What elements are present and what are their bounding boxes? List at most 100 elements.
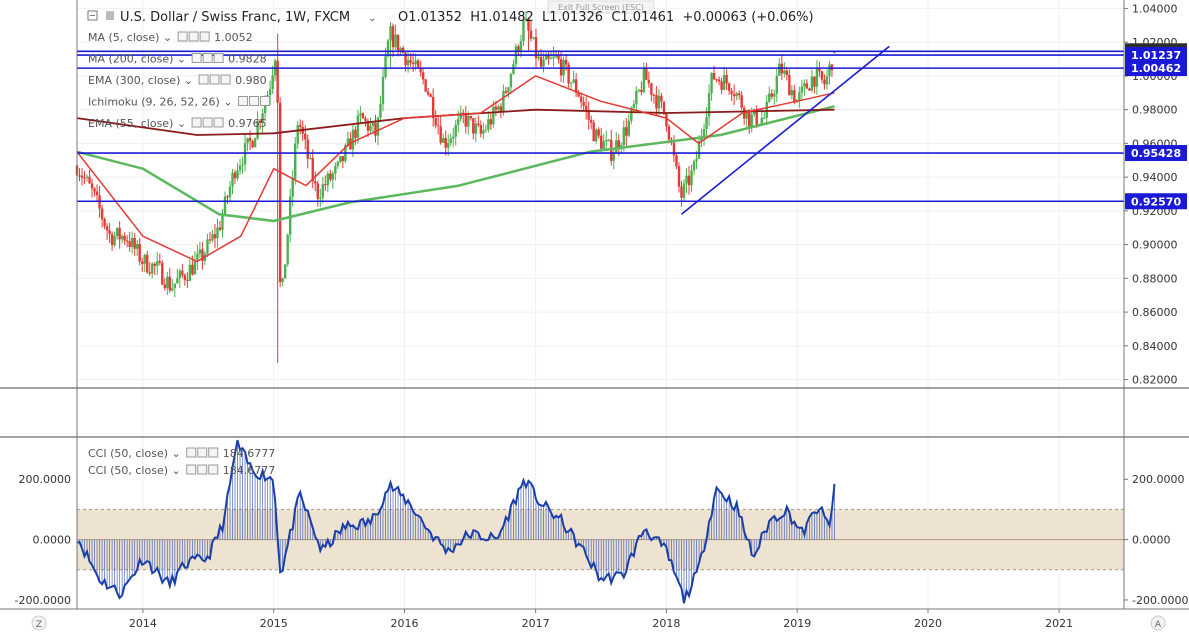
- candle-body: [426, 91, 430, 95]
- eye-icon[interactable]: [186, 464, 197, 475]
- collapse-icon[interactable]: [87, 10, 98, 21]
- auto-scale-label[interactable]: A: [1155, 620, 1162, 630]
- candle-body: [637, 89, 641, 91]
- candle-body: [552, 56, 555, 59]
- indicator-label[interactable]: Ichimoku (9, 26, 52, 26) ⌄: [88, 96, 233, 109]
- candle-body: [156, 261, 159, 266]
- close-icon[interactable]: [199, 31, 210, 42]
- cci-legend-label[interactable]: CCI (50, close) ⌄: [88, 464, 181, 477]
- candle-body: [770, 93, 773, 97]
- settings-icon[interactable]: [202, 117, 213, 128]
- exit-fullscreen-button[interactable]: [547, 0, 655, 14]
- candle-body: [444, 138, 447, 148]
- candle-body: [233, 172, 237, 179]
- candle-body: [389, 26, 392, 41]
- settings-icon[interactable]: [249, 96, 260, 106]
- candle-body: [113, 235, 116, 246]
- candle-body: [497, 106, 500, 110]
- candle-body: [482, 130, 485, 134]
- candle-body: [732, 94, 736, 97]
- candle-body: [161, 262, 164, 285]
- candle-body: [324, 184, 327, 186]
- settings-icon[interactable]: [197, 447, 208, 458]
- candle-body: [650, 83, 653, 95]
- symbol-chevron-down-icon[interactable]: ⌄: [368, 13, 376, 24]
- indicator-label[interactable]: MA (200, close) ⌄: [88, 53, 186, 66]
- price-tick-label: 0.94000: [1132, 171, 1178, 184]
- exit-fullscreen-label[interactable]: Exit Full Screen (ESC): [558, 3, 644, 12]
- cci-legend[interactable]: CCI (50, close) ⌄ 184.6777 CCI (50, close)…: [88, 447, 275, 477]
- horizontal-levels[interactable]: [77, 50, 1124, 203]
- trendline-group[interactable]: [680, 45, 890, 215]
- candle-body: [85, 176, 89, 178]
- candle-body: [366, 120, 370, 131]
- candle-body: [401, 47, 405, 53]
- eye-icon[interactable]: [177, 31, 188, 42]
- candle-body: [660, 95, 663, 102]
- time-axis[interactable]: 2014 2015 2016 2017 2018 2019 2020 2021: [129, 609, 1073, 630]
- auto-scale-button[interactable]: [1150, 615, 1166, 631]
- eye-icon[interactable]: [186, 447, 197, 458]
- candle-body: [622, 127, 625, 145]
- candle-body: [171, 288, 174, 291]
- candle-body: [198, 249, 202, 254]
- close-icon[interactable]: [213, 117, 224, 128]
- candle-body: [798, 92, 801, 100]
- candle-body: [615, 140, 618, 153]
- candle-body: [810, 76, 814, 91]
- candle-body: [339, 156, 342, 162]
- candle-body: [715, 79, 718, 81]
- close-icon[interactable]: [260, 96, 271, 106]
- candle-body: [587, 109, 590, 120]
- candle-body: [449, 138, 452, 144]
- candle-body: [805, 83, 809, 89]
- close-icon[interactable]: [208, 447, 219, 458]
- candle-body: [537, 56, 540, 59]
- eye-icon[interactable]: [198, 74, 209, 85]
- eye-icon[interactable]: [191, 117, 202, 128]
- candle-body: [178, 270, 182, 279]
- candle-body: [730, 90, 733, 95]
- indicator-label[interactable]: MA (5, close) ⌄: [88, 31, 172, 44]
- cci-legend-value: 184.6777: [223, 464, 276, 477]
- indicator-label[interactable]: EMA (55, close) ⌄: [88, 117, 186, 130]
- candle-body: [783, 70, 786, 74]
- cci-legend-label[interactable]: CCI (50, close) ⌄: [88, 447, 181, 460]
- candle-body: [825, 76, 829, 85]
- candle-body: [283, 264, 287, 279]
- candle-body: [617, 140, 620, 149]
- candle-body: [163, 284, 166, 289]
- candle-body: [148, 272, 151, 274]
- price-axis[interactable]: 1.040001.020001.000000.980000.960000.940…: [1124, 2, 1178, 387]
- settings-icon[interactable]: [188, 31, 199, 42]
- zoom-button[interactable]: [31, 615, 47, 631]
- candle-body: [90, 183, 94, 189]
- zoom-button-label[interactable]: Z: [36, 620, 42, 630]
- close-icon[interactable]: [213, 53, 224, 63]
- symbol-title[interactable]: U.S. Dollar / Swiss Franc, 1W, FXCM: [120, 10, 350, 25]
- settings-icon[interactable]: [209, 74, 220, 85]
- time-tick-label: 2020: [914, 617, 942, 630]
- eye-icon[interactable]: [238, 96, 249, 106]
- candle-body: [592, 122, 595, 142]
- close-icon[interactable]: [220, 74, 231, 85]
- settings-icon[interactable]: [197, 464, 208, 475]
- candle-body: [341, 156, 345, 161]
- indicator-label[interactable]: EMA (300, close) ⌄: [88, 74, 193, 87]
- candle-body: [625, 127, 628, 136]
- eye-icon[interactable]: [191, 53, 202, 63]
- candle-body: [484, 129, 488, 131]
- candle-body: [256, 120, 259, 139]
- candle-body: [737, 93, 741, 96]
- candle-body: [492, 106, 495, 125]
- indicator-legend[interactable]: MA (5, close) ⌄ 1.0052 MA (200, close) ⌄ 0.…: [88, 31, 271, 130]
- candle-body: [191, 264, 194, 275]
- candle-body: [680, 186, 683, 198]
- cci-axis[interactable]: 200.0000 200.0000 0.0000 0.0000 -200.0000 -20…: [15, 473, 1189, 607]
- candle-body: [173, 283, 177, 289]
- settings-icon[interactable]: [202, 53, 213, 63]
- price-tag: [1125, 145, 1187, 162]
- close-icon[interactable]: [208, 464, 219, 475]
